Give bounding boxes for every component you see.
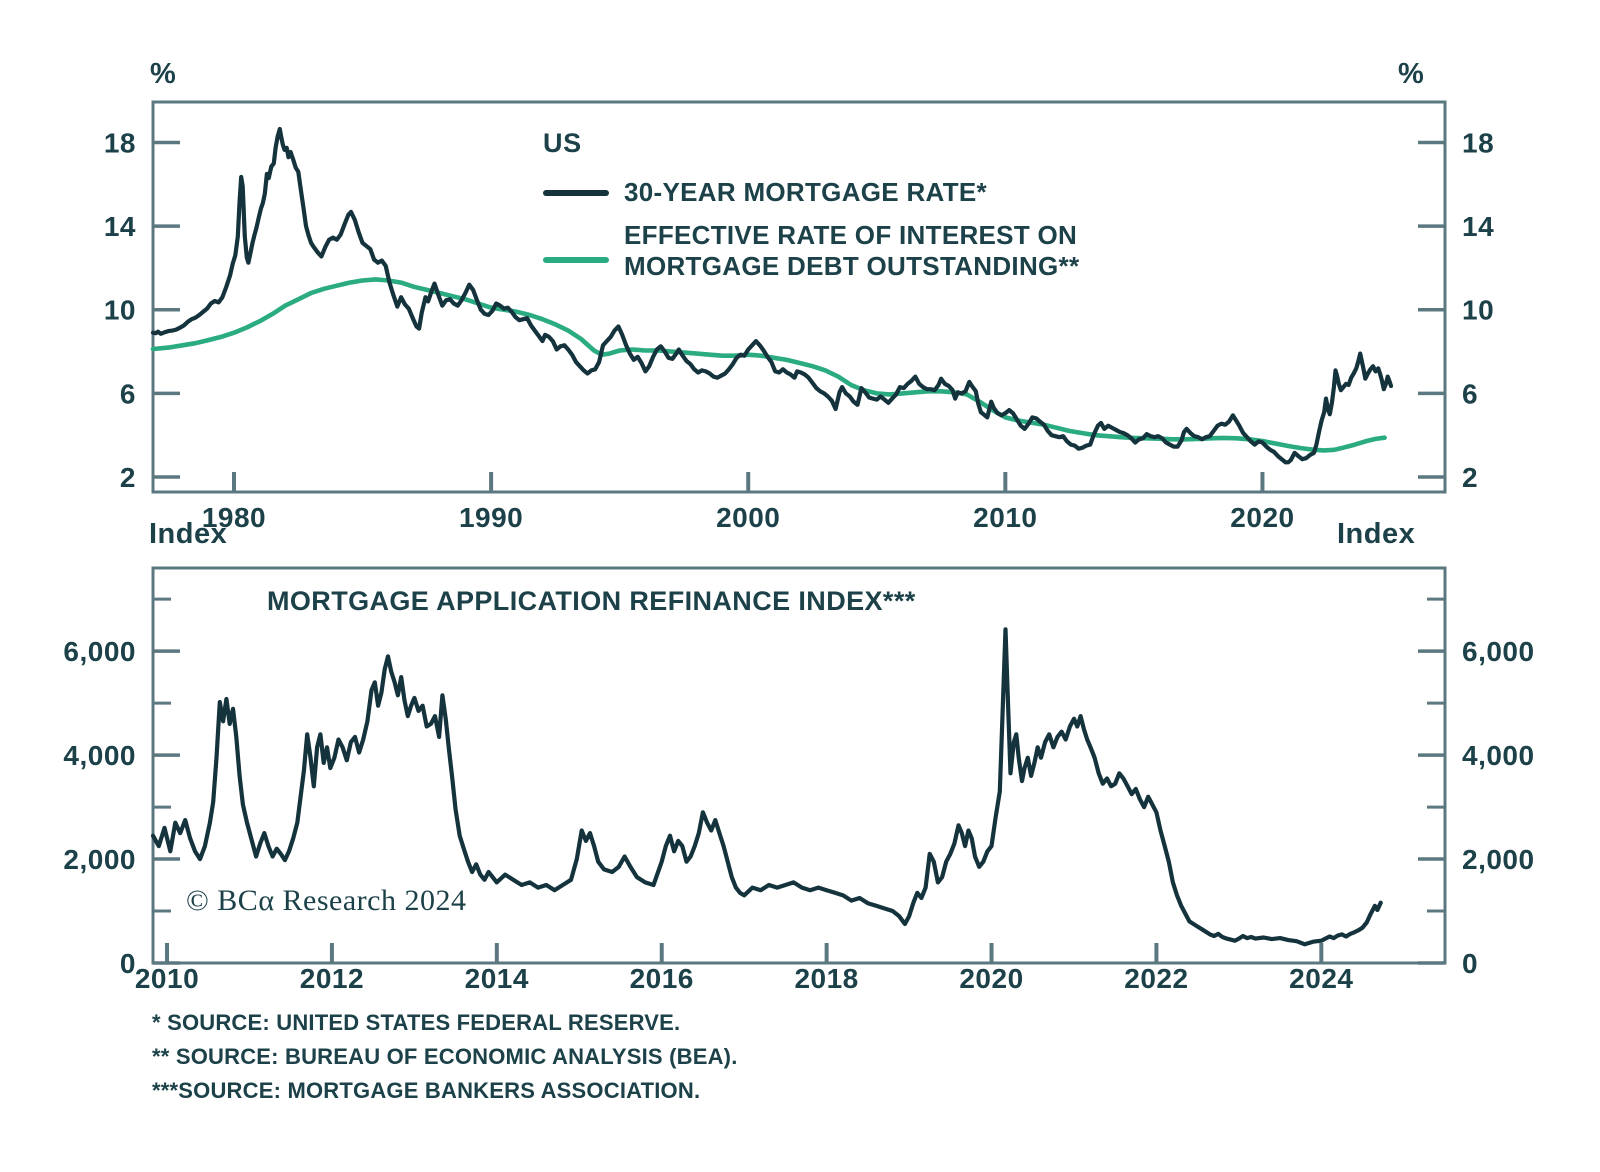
legend: US 30-YEAR MORTGAGE RATE* EFFECTIVE RATE… bbox=[543, 128, 1103, 294]
svg-text:2020: 2020 bbox=[1230, 502, 1294, 533]
svg-text:6: 6 bbox=[1462, 378, 1478, 409]
svg-text:2010: 2010 bbox=[135, 963, 199, 994]
svg-text:18: 18 bbox=[1462, 128, 1494, 159]
svg-text:2020: 2020 bbox=[959, 963, 1023, 994]
svg-text:4,000: 4,000 bbox=[63, 740, 136, 771]
svg-text:2: 2 bbox=[1462, 462, 1478, 493]
bottom-right-unit-label: Index bbox=[1337, 518, 1416, 550]
svg-text:0: 0 bbox=[1462, 948, 1478, 979]
legend-item-effective-rate: EFFECTIVE RATE OF INTEREST ON MORTGAGE D… bbox=[543, 220, 1103, 282]
bottom-left-unit-label: Index bbox=[149, 518, 228, 550]
legend-item-label: 30-YEAR MORTGAGE RATE* bbox=[624, 177, 987, 207]
dark-line-swatch bbox=[543, 189, 609, 196]
top-right-unit-label: % bbox=[1398, 58, 1425, 90]
svg-text:18: 18 bbox=[104, 128, 136, 159]
svg-text:10: 10 bbox=[1462, 295, 1494, 326]
svg-text:2010: 2010 bbox=[973, 502, 1037, 533]
svg-text:2014: 2014 bbox=[465, 963, 529, 994]
rates-plot: 2 2 6 6 10 10 14 14 18 18 1980 1990 2000 2010 2020 bbox=[104, 100, 1494, 533]
legend-item-30-year-mortgage-rate: 30-YEAR MORTGAGE RATE* bbox=[543, 177, 1103, 208]
svg-text:2000: 2000 bbox=[716, 502, 780, 533]
copyright-watermark: © BCα Research 2024 bbox=[186, 884, 467, 917]
svg-text:2,000: 2,000 bbox=[1462, 844, 1535, 875]
svg-text:14: 14 bbox=[1462, 211, 1494, 242]
svg-text:2016: 2016 bbox=[630, 963, 694, 994]
top-left-unit-label: % bbox=[150, 58, 177, 90]
svg-text:10: 10 bbox=[104, 295, 136, 326]
svg-text:0: 0 bbox=[120, 948, 136, 979]
svg-text:2: 2 bbox=[120, 462, 136, 493]
svg-text:2,000: 2,000 bbox=[63, 844, 136, 875]
svg-text:6,000: 6,000 bbox=[63, 636, 136, 667]
svg-text:1990: 1990 bbox=[459, 502, 523, 533]
svg-text:2022: 2022 bbox=[1124, 963, 1188, 994]
svg-text:2012: 2012 bbox=[300, 963, 364, 994]
svg-text:4,000: 4,000 bbox=[1462, 740, 1535, 771]
legend-title: US bbox=[543, 128, 582, 158]
footnote-source-1: * SOURCE: UNITED STATES FEDERAL RESERVE. bbox=[152, 1010, 681, 1035]
refi-plot: 0 0 2,000 2,000 4,000 4,000 6,000 6,000 2010 2012… bbox=[63, 566, 1535, 994]
refi-chart-title: MORTGAGE APPLICATION REFINANCE INDEX*** bbox=[267, 586, 916, 616]
svg-text:14: 14 bbox=[104, 211, 136, 242]
legend-item-label: EFFECTIVE RATE OF INTEREST ON MORTGAGE D… bbox=[624, 220, 1080, 281]
footnotes: * SOURCE: UNITED STATES FEDERAL RESERVE.… bbox=[152, 1006, 738, 1108]
svg-text:2024: 2024 bbox=[1289, 963, 1353, 994]
footnote-source-2: ** SOURCE: BUREAU OF ECONOMIC ANALYSIS (… bbox=[152, 1044, 738, 1069]
svg-text:6,000: 6,000 bbox=[1462, 636, 1535, 667]
green-line-swatch bbox=[543, 257, 609, 263]
svg-text:6: 6 bbox=[120, 378, 136, 409]
footnote-source-3: ***SOURCE: MORTGAGE BANKERS ASSOCIATION. bbox=[152, 1078, 701, 1103]
svg-text:2018: 2018 bbox=[794, 963, 858, 994]
svg-text:1980: 1980 bbox=[202, 502, 266, 533]
